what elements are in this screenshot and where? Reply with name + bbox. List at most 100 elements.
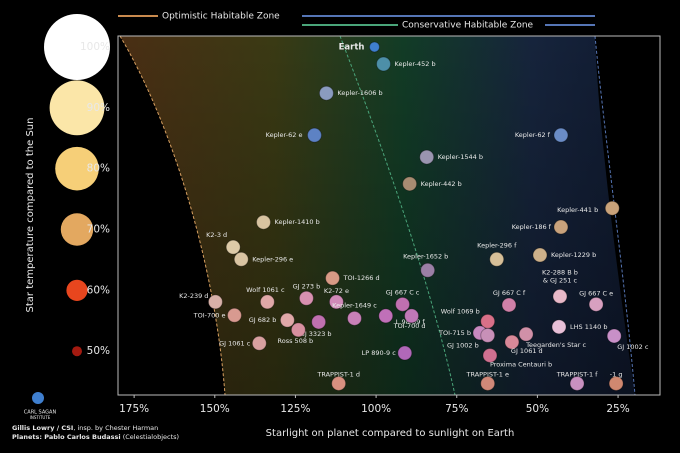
credit: Gillis Lowry / CSI, insp. by Chester Har… <box>12 424 158 432</box>
planet <box>226 307 242 323</box>
planet-label: GJ 667 C f <box>493 289 526 297</box>
planet-label: Kepler-186 f <box>512 223 552 231</box>
planet <box>480 375 496 391</box>
planet-label: Kepler-62 f <box>515 131 551 139</box>
shade <box>118 36 660 395</box>
planet-label: Teegarden's Star c <box>525 341 586 349</box>
planet <box>378 308 394 324</box>
planet <box>225 239 241 255</box>
planet <box>552 288 568 304</box>
y-tick-label: 90% <box>87 102 110 114</box>
planet-label: Kepler-296 f <box>477 241 517 249</box>
planet-label: TRAPPIST-1 e <box>465 370 508 378</box>
planet-label: Kepler-442 b <box>421 180 462 188</box>
x-tick-label: 100% <box>361 403 391 415</box>
planet-label: GJ 1002 c <box>617 343 649 351</box>
x-tick-label: 150% <box>200 403 230 415</box>
planet-label: Wolf 1069 b <box>441 307 480 315</box>
planet-label: Ross 508 b <box>278 337 314 345</box>
planet <box>259 294 275 310</box>
x-axis-title: Starlight on planet compared to sunlight… <box>266 428 515 439</box>
planet <box>551 319 567 335</box>
planet-label: GJ 667 C e <box>579 289 613 297</box>
planet-label: Kepler-452 b <box>395 60 436 68</box>
star-marker <box>66 279 88 301</box>
planet <box>489 251 505 267</box>
planet <box>518 326 534 342</box>
legend-label: Conservative Habitable Zone <box>402 21 534 31</box>
planet <box>569 375 585 391</box>
x-tick-label: 50% <box>526 403 549 415</box>
planet <box>606 328 622 344</box>
planet-label: LHS 1140 b <box>570 323 607 331</box>
star-marker <box>44 13 110 80</box>
y-tick-label: 100% <box>80 41 110 53</box>
planet <box>328 294 344 310</box>
planet-label: Wolf 1061 c <box>246 286 285 294</box>
planet-label: Kepler-1606 b <box>337 89 382 97</box>
plot-frame <box>117 35 661 396</box>
y-tick-label: 50% <box>87 345 110 357</box>
star-marker <box>49 80 105 136</box>
planet-label: TOI-700 d <box>393 322 426 330</box>
x-tick-label: 175% <box>119 403 149 415</box>
star-marker <box>72 346 82 357</box>
planet-label: TOI-700 e <box>193 311 226 319</box>
planet <box>419 149 435 165</box>
planet <box>482 347 498 363</box>
planet <box>346 310 362 326</box>
planet-label: K2-72 e <box>324 287 349 295</box>
planet <box>207 294 223 310</box>
planet <box>331 375 347 391</box>
planet <box>604 200 620 216</box>
planet-label: GJ 1002 b <box>447 341 479 349</box>
x-tick-label: 25% <box>606 403 629 415</box>
planet <box>420 262 436 278</box>
legend: Optimistic Habitable Zone Conservative H… <box>118 12 595 31</box>
planet-label: K2-239 d <box>179 292 208 300</box>
planet-label: Kepler-1652 b <box>403 252 448 260</box>
logo-text: INSTITUTE <box>30 415 51 420</box>
planet-label: LP 890-9 c <box>362 349 397 357</box>
credit: Planets: Pablo Carlos Budassi (Celestial… <box>12 433 179 441</box>
planet-label: GJ 273 b <box>293 282 321 290</box>
planet-label: Kepler-1229 b <box>551 251 596 259</box>
planet-label: -1 g <box>610 370 623 378</box>
planet <box>480 327 496 343</box>
planet-label-line: & GJ 251 c <box>543 276 578 284</box>
planet <box>376 56 392 72</box>
planet-label: TRAPPIST-1 f <box>556 370 598 378</box>
legend-label: Optimistic Habitable Zone <box>162 12 280 22</box>
planet <box>290 322 306 338</box>
planet-label: GJ 1061 c <box>219 339 251 347</box>
planet-label: Kepler-1410 b <box>275 218 320 226</box>
planet <box>501 297 517 313</box>
planet-label: GJ 682 b <box>249 316 277 324</box>
x-tick-label: 75% <box>445 403 468 415</box>
planet-label: GJ 3323 b <box>300 330 332 338</box>
planet <box>251 335 267 351</box>
planet <box>608 375 624 391</box>
planet-label: Kepler-296 e <box>252 255 293 263</box>
planet-label: TRAPPIST-1 d <box>316 370 360 378</box>
optimistic-boundary <box>119 35 226 396</box>
planet <box>318 85 334 101</box>
y-tick-label: 80% <box>87 163 110 175</box>
planet-label: TOI-1266 d <box>343 274 380 282</box>
star-marker <box>60 213 94 246</box>
planet-label: Proxima Centauri b <box>490 360 552 368</box>
planet <box>368 41 380 53</box>
planet <box>233 251 249 267</box>
planet <box>397 345 413 361</box>
planet-label: GJ 667 C c <box>386 288 420 296</box>
planet-label: Kepler-1649 c <box>332 301 377 309</box>
planet-label: Kepler-62 e <box>266 131 303 139</box>
planet <box>553 127 569 143</box>
logo-icon <box>32 392 44 404</box>
planet <box>311 314 327 330</box>
y-tick-label: 60% <box>87 284 110 296</box>
planet <box>588 296 604 312</box>
star-marker <box>55 146 99 191</box>
planet-label: TOI-715 b <box>438 329 471 337</box>
